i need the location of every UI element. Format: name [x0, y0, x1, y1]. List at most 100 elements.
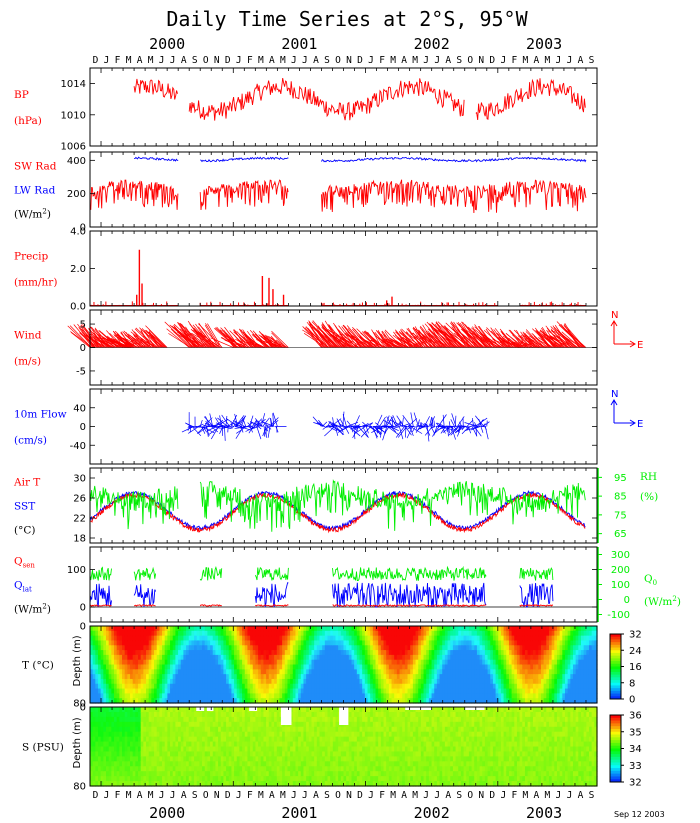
heatmap-cell: [218, 635, 222, 642]
heatmap-cell: [292, 674, 297, 680]
heatmap-cell: [407, 688, 411, 694]
heatmap-cell: [164, 746, 168, 753]
heatmap-cell: [434, 640, 438, 646]
heatmap-cell: [508, 693, 513, 699]
heatmap-cell: [554, 640, 558, 646]
heatmap-cell: [159, 693, 163, 699]
heatmap-cell: [143, 659, 147, 666]
heatmap-cell: [266, 693, 270, 699]
heatmap-cell: [159, 698, 163, 704]
heatmap-cell: [258, 654, 262, 661]
heatmap-cell: [151, 707, 155, 713]
heatmap-cell: [148, 761, 152, 767]
heatmap-cell: [226, 635, 230, 642]
heatmap-cell: [148, 664, 152, 670]
flow-vector: [448, 426, 459, 436]
month-label: D: [357, 55, 363, 66]
wind-vector: [480, 337, 501, 348]
heatmap-cell: [159, 751, 163, 757]
heatmap-cell: [186, 776, 190, 782]
heatmap-cell: [92, 669, 96, 675]
flow-vector: [422, 423, 429, 427]
heatmap-cell: [172, 731, 176, 738]
heatmap-cell: [332, 698, 337, 704]
heatmap-cell: [423, 678, 427, 685]
heatmap-cell: [428, 645, 433, 651]
heatmap-cell: [260, 654, 265, 661]
heatmap-cell: [194, 645, 198, 651]
heatmap-cell: [183, 630, 187, 637]
heatmap-cell: [154, 781, 158, 787]
heatmap-cell: [260, 640, 265, 646]
heatmap-cell: [172, 756, 176, 762]
heatmap-cell: [508, 683, 513, 690]
heatmap-cell: [570, 654, 574, 661]
heatmap-cell: [500, 659, 505, 666]
heatmap-cell: [180, 698, 184, 704]
heatmap-cell: [359, 640, 363, 646]
heatmap-cell: [111, 756, 115, 762]
heatmap-cell: [319, 669, 323, 675]
wind-vector: [248, 341, 264, 348]
wind-vector: [375, 336, 394, 348]
heatmap-cell: [263, 640, 267, 646]
heatmap-cell: [223, 640, 227, 646]
heatmap-cell: [151, 688, 155, 694]
heatmap-cell: [415, 630, 419, 637]
heatmap-cell: [151, 721, 155, 728]
heatmap-cell: [103, 654, 107, 661]
y-tick-label: 0: [80, 223, 86, 234]
y-tick-label: 400: [67, 156, 86, 167]
heatmap-cell: [247, 659, 251, 666]
month-label: F: [511, 55, 517, 66]
heatmap-cell: [226, 650, 230, 656]
heatmap-cell: [468, 650, 473, 656]
heatmap-cell: [250, 693, 254, 699]
flow-vector: [410, 412, 414, 427]
heatmap-cell: [143, 746, 147, 753]
flow-vector: [454, 426, 466, 433]
heatmap-cell: [202, 650, 206, 656]
heatmap-cell: [580, 654, 585, 661]
heatmap-cell: [586, 654, 590, 661]
heatmap-cell: [402, 664, 406, 670]
heatmap-cell: [108, 711, 112, 718]
heatmap-cell: [111, 716, 115, 723]
heatmap-cell: [564, 659, 569, 666]
heatmap-cell: [98, 674, 102, 680]
heatmap-cell: [178, 726, 182, 733]
heatmap-cell: [114, 707, 118, 713]
heatmap-cell: [92, 630, 96, 637]
heatmap-cell: [242, 626, 246, 632]
heatmap-cell: [346, 693, 350, 699]
heatmap-cell: [244, 626, 249, 632]
heatmap-cell: [535, 626, 539, 632]
year-label: 2001: [281, 35, 317, 53]
heatmap-cell: [375, 683, 379, 690]
wind-vector: [492, 338, 512, 348]
heatmap-cell: [263, 693, 267, 699]
heatmap-cell: [564, 635, 569, 642]
heatmap-cell: [250, 654, 254, 661]
heatmap-cell: [284, 688, 289, 694]
heatmap-cell: [90, 635, 94, 642]
heatmap-cell: [538, 683, 542, 690]
heatmap-cell: [543, 654, 547, 661]
heatmap-cell: [322, 626, 326, 632]
heatmap-cell: [450, 688, 454, 694]
heatmap-cell: [180, 693, 184, 699]
heatmap-cell: [284, 669, 289, 675]
heatmap-cell: [175, 640, 179, 646]
heatmap-cell: [287, 635, 291, 642]
heatmap-cell: [455, 678, 459, 685]
heatmap-cell: [420, 645, 425, 651]
heatmap-cell: [212, 650, 217, 656]
heatmap-cell: [503, 693, 507, 699]
heatmap-cell: [135, 635, 139, 642]
heatmap-cell: [138, 645, 142, 651]
heatmap-cell: [554, 688, 558, 694]
heatmap-cell: [191, 659, 195, 666]
heatmap-cell: [148, 688, 152, 694]
heatmap-cell: [212, 659, 217, 666]
heatmap-cell: [527, 630, 531, 637]
